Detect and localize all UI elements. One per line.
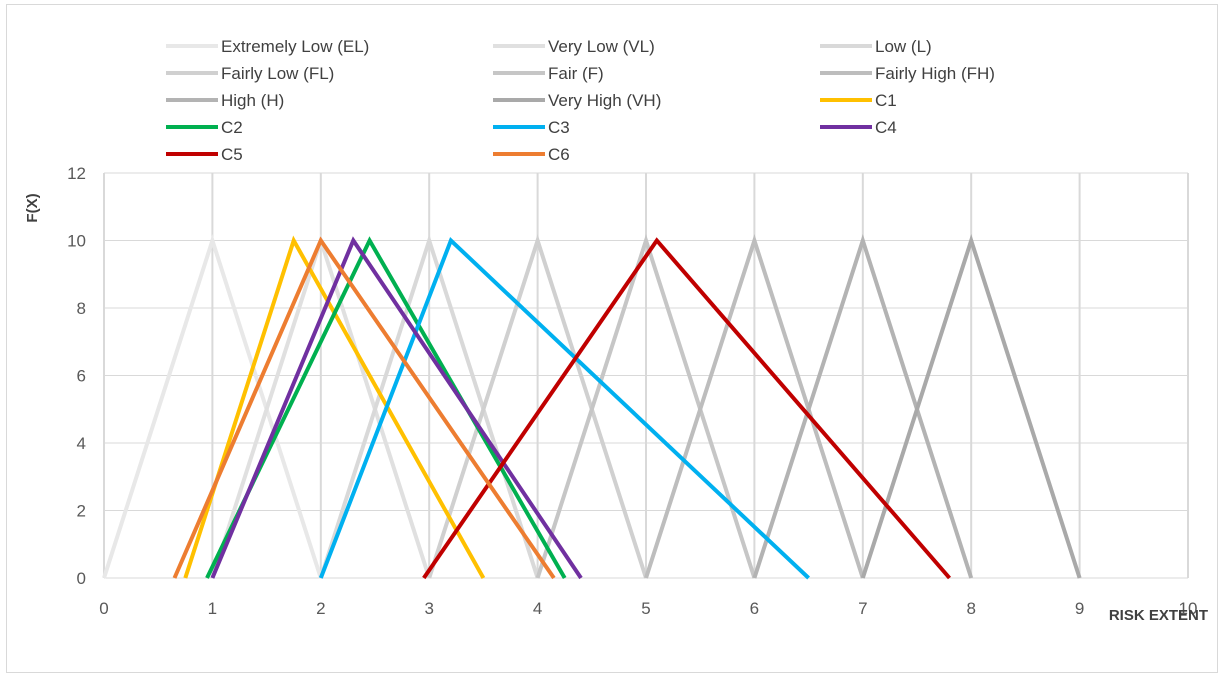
x-tick-label: 4 — [533, 599, 542, 618]
x-tick-label: 3 — [424, 599, 433, 618]
y-tick-label: 10 — [67, 232, 86, 251]
series-line-5 — [644, 233, 865, 579]
chart-frame — [6, 4, 1218, 673]
legend-label: C5 — [221, 145, 243, 164]
x-tick-label: 7 — [858, 599, 867, 618]
series-line-10 — [318, 237, 810, 580]
legend-entry-12: C5 — [166, 145, 243, 164]
x-tick-label: 0 — [99, 599, 108, 618]
legend-label: Extremely Low (EL) — [221, 37, 369, 56]
x-tick-labels: 0 1 2 3 4 5 6 7 8 9 10 — [99, 599, 1197, 618]
legend-label: Very High (VH) — [548, 91, 661, 110]
legend-label: Fairly Low (FL) — [221, 64, 334, 83]
x-tick-label: 1 — [208, 599, 217, 618]
x-tick-label: 10 — [1179, 599, 1198, 618]
legend-entry-9: C2 — [166, 118, 243, 137]
legend-label: C1 — [875, 91, 897, 110]
series-line-13 — [172, 236, 556, 580]
legend-entry-6: High (H) — [166, 91, 284, 110]
x-tick-label: 2 — [316, 599, 325, 618]
y-tick-label: 12 — [67, 164, 86, 183]
legend-entry-3: Fairly Low (FL) — [166, 64, 334, 83]
legend-label: High (H) — [221, 91, 284, 110]
x-tick-label: 5 — [641, 599, 650, 618]
y-axis-title: F(X) — [24, 193, 41, 222]
legend-entry-7: Very High (VH) — [493, 91, 661, 110]
legend-label: C6 — [548, 145, 570, 164]
series-line-12 — [422, 237, 952, 580]
series-line-4 — [535, 233, 757, 579]
series-layer — [102, 233, 1082, 580]
legend-entry-0: Extremely Low (EL) — [166, 37, 369, 56]
y-tick-label: 0 — [77, 569, 86, 588]
legend-label: Fair (F) — [548, 64, 604, 83]
y-tick-label: 6 — [77, 367, 86, 386]
legend: Extremely Low (EL) Very Low (VL) Low (L) Fa… — [166, 37, 995, 164]
x-tick-label: 8 — [966, 599, 975, 618]
series-line-6 — [752, 233, 974, 579]
legend-entry-11: C4 — [820, 118, 897, 137]
y-tick-labels: 0 2 4 6 8 10 12 — [67, 164, 86, 588]
legend-entry-2: Low (L) — [820, 37, 932, 56]
legend-entry-8: C1 — [820, 91, 897, 110]
y-tick-label: 2 — [77, 502, 86, 521]
legend-label: C2 — [221, 118, 243, 137]
legend-entry-10: C3 — [493, 118, 570, 137]
x-axis-title: RISK EXTENT — [1109, 607, 1208, 624]
y-tick-label: 8 — [77, 299, 86, 318]
legend-label: C4 — [875, 118, 897, 137]
legend-entry-5: Fairly High (FH) — [820, 64, 995, 83]
legend-label: Low (L) — [875, 37, 932, 56]
x-tick-label: 6 — [750, 599, 759, 618]
series-line-7 — [860, 233, 1082, 579]
legend-label: Very Low (VL) — [548, 37, 655, 56]
legend-label: Fairly High (FH) — [875, 64, 995, 83]
series-line-0 — [102, 233, 323, 579]
legend-label: C3 — [548, 118, 570, 137]
series-line-3 — [427, 233, 648, 579]
series-line-11 — [210, 236, 583, 580]
grid-lines — [103, 172, 1189, 579]
legend-entry-13: C6 — [493, 145, 570, 164]
x-tick-label: 9 — [1075, 599, 1084, 618]
legend-entry-1: Very Low (VL) — [493, 37, 655, 56]
y-tick-label: 4 — [77, 434, 86, 453]
legend-entry-4: Fair (F) — [493, 64, 604, 83]
